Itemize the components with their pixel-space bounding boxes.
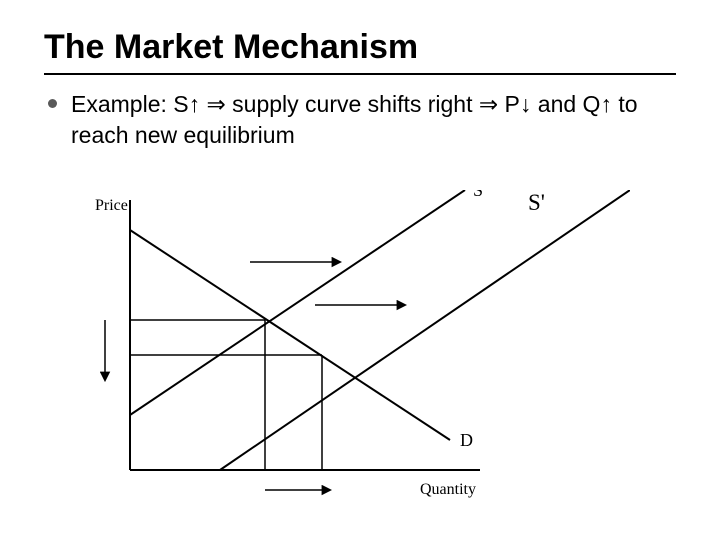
bullet-text: Example: S↑ ⇒ supply curve shifts right …	[71, 89, 676, 151]
svg-text:Quantity: Quantity	[420, 481, 476, 498]
svg-text:S: S	[473, 190, 483, 200]
svg-text:D: D	[460, 430, 473, 450]
title-underline	[44, 73, 676, 75]
bullet-item: Example: S↑ ⇒ supply curve shifts right …	[44, 89, 676, 151]
supply-demand-diagram: D S Price Quantity	[70, 190, 630, 520]
diagram-svg: D S Price Quantity	[70, 190, 630, 520]
svg-text:Price: Price	[95, 197, 128, 214]
bullet-dot-icon	[48, 99, 57, 108]
page-title: The Market Mechanism	[44, 28, 676, 67]
